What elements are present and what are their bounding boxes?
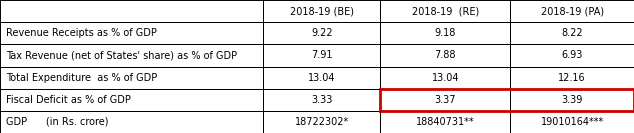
Text: 2018-19 (BE): 2018-19 (BE)	[290, 6, 354, 16]
Bar	[263, 66, 380, 89]
Bar	[380, 44, 510, 66]
Text: 7.91: 7.91	[311, 50, 332, 60]
Text: Tax Revenue (net of States' share) as % of GDP: Tax Revenue (net of States' share) as % …	[6, 50, 238, 60]
Bar	[380, 0, 510, 22]
Text: 18840731**: 18840731**	[416, 117, 475, 127]
Bar	[380, 111, 510, 133]
Bar	[0, 0, 263, 22]
Bar	[380, 89, 634, 111]
Bar	[510, 89, 634, 111]
Bar	[0, 89, 263, 111]
Text: Revenue Receipts as % of GDP: Revenue Receipts as % of GDP	[6, 28, 157, 38]
Text: 8.22: 8.22	[561, 28, 583, 38]
Text: 9.18: 9.18	[435, 28, 456, 38]
Bar	[0, 89, 263, 111]
Text: 19010164***: 19010164***	[541, 117, 604, 127]
Bar	[380, 22, 510, 44]
Bar	[0, 22, 263, 44]
Bar	[263, 89, 380, 111]
Text: 3.33: 3.33	[311, 95, 332, 105]
Bar	[380, 111, 510, 133]
Bar	[0, 44, 263, 66]
Bar	[0, 111, 263, 133]
Text: 7.88: 7.88	[435, 50, 456, 60]
Bar	[510, 22, 634, 44]
Bar	[380, 89, 510, 111]
Bar	[263, 66, 380, 89]
Text: 12.16: 12.16	[559, 73, 586, 83]
Text: 2018-19 (PA): 2018-19 (PA)	[541, 6, 604, 16]
Text: 13.04: 13.04	[432, 73, 459, 83]
Bar	[0, 66, 263, 89]
Bar	[510, 44, 634, 66]
Text: Fiscal Deficit as % of GDP: Fiscal Deficit as % of GDP	[6, 95, 131, 105]
Bar	[263, 0, 380, 22]
Bar	[263, 111, 380, 133]
Text: 3.39: 3.39	[562, 95, 583, 105]
Text: 9.22: 9.22	[311, 28, 333, 38]
Text: 13.04: 13.04	[308, 73, 335, 83]
Bar	[510, 44, 634, 66]
Text: Total Expenditure  as % of GDP: Total Expenditure as % of GDP	[6, 73, 158, 83]
Text: 2018-19  (RE): 2018-19 (RE)	[411, 6, 479, 16]
Text: 6.93: 6.93	[562, 50, 583, 60]
Bar	[510, 66, 634, 89]
Bar	[263, 44, 380, 66]
Bar	[510, 66, 634, 89]
Text: 18722302*: 18722302*	[295, 117, 349, 127]
Bar	[0, 44, 263, 66]
Bar	[510, 0, 634, 22]
Bar	[380, 44, 510, 66]
Bar	[263, 89, 380, 111]
Bar	[510, 111, 634, 133]
Bar	[380, 66, 510, 89]
Bar	[0, 111, 263, 133]
Bar	[510, 22, 634, 44]
Bar	[510, 89, 634, 111]
Bar	[510, 111, 634, 133]
Bar	[0, 0, 263, 22]
Bar	[380, 66, 510, 89]
Bar	[380, 89, 510, 111]
Bar	[380, 0, 510, 22]
Bar	[510, 0, 634, 22]
Text: 3.37: 3.37	[435, 95, 456, 105]
Text: GDP      (in Rs. crore): GDP (in Rs. crore)	[6, 117, 109, 127]
Bar	[263, 111, 380, 133]
Bar	[263, 44, 380, 66]
Bar	[0, 22, 263, 44]
Bar	[263, 22, 380, 44]
Bar	[0, 66, 263, 89]
Bar	[263, 22, 380, 44]
Bar	[380, 22, 510, 44]
Bar	[263, 0, 380, 22]
